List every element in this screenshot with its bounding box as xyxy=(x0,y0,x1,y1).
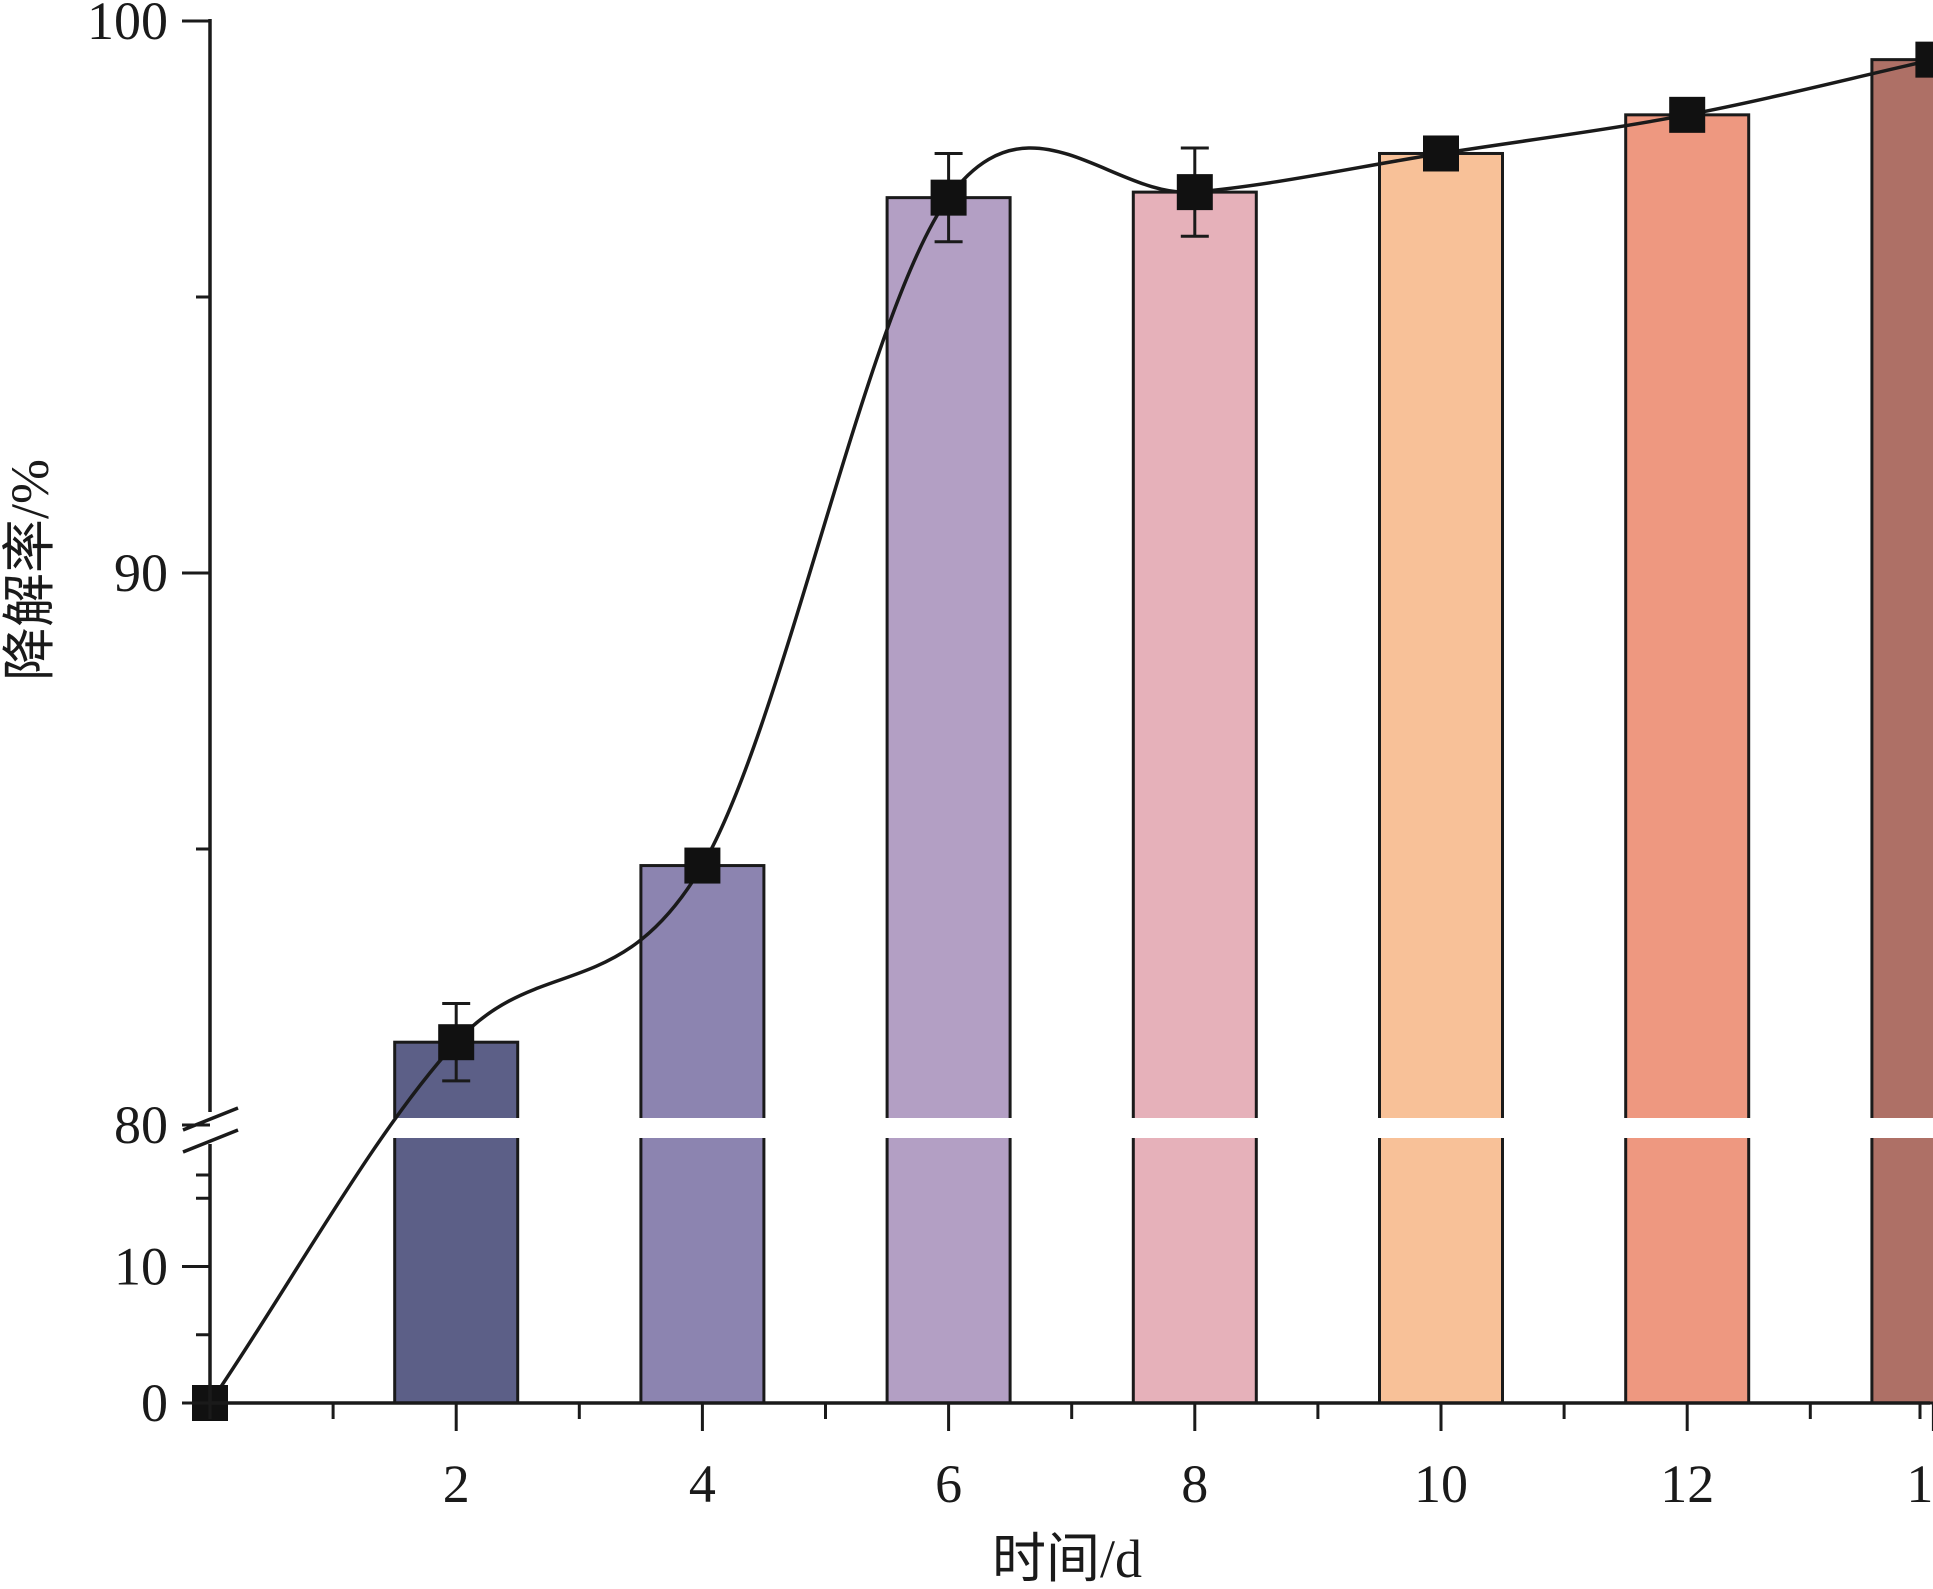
error-bars-layer xyxy=(442,146,1209,1083)
y-axis-title: 降解率/% xyxy=(0,459,60,681)
y-tick-label-80: 80 xyxy=(114,1095,168,1155)
axes-layer xyxy=(182,19,1933,1431)
bar-8 xyxy=(1131,190,1258,1405)
x-tick-label-6: 6 xyxy=(935,1454,962,1514)
bar-2 xyxy=(393,1040,520,1405)
y-tick-label-100: 100 xyxy=(87,0,168,51)
marker-4 xyxy=(684,847,721,884)
x-tick-label-2: 2 xyxy=(443,1454,470,1514)
marker-14 xyxy=(1915,41,1933,78)
bar-10 xyxy=(1378,151,1504,1405)
y-tick-label-10: 10 xyxy=(114,1237,168,1297)
break-gap xyxy=(213,1118,1933,1138)
x-tick-label-4: 4 xyxy=(689,1454,716,1514)
bar-14 xyxy=(1870,58,1933,1405)
marker-12 xyxy=(1669,96,1706,133)
labels-layer: 80 90 100 0 10 2 4 6 8 10 12 14 xyxy=(87,0,1933,1514)
bars-layer xyxy=(393,58,1933,1405)
x-tick-label-8: 8 xyxy=(1181,1454,1208,1514)
x-axis-title: 时间/d xyxy=(992,1529,1142,1589)
marker-10 xyxy=(1423,135,1459,172)
x-tick-label-14: 14 xyxy=(1906,1454,1933,1514)
axis-break-gap xyxy=(213,1118,1933,1138)
bar-12 xyxy=(1624,113,1751,1405)
y-tick-label-90: 90 xyxy=(114,543,168,603)
bar-6 xyxy=(885,196,1012,1405)
axis-break-mark-lower xyxy=(182,1128,239,1154)
markers-layer xyxy=(192,41,1933,1421)
x-tick-label-12: 12 xyxy=(1660,1454,1714,1514)
marker-6 xyxy=(930,179,967,216)
x-tick-label-10: 10 xyxy=(1414,1454,1468,1514)
y-tick-label-0: 0 xyxy=(141,1373,168,1433)
marker-2 xyxy=(438,1024,475,1061)
marker-8 xyxy=(1176,174,1213,211)
